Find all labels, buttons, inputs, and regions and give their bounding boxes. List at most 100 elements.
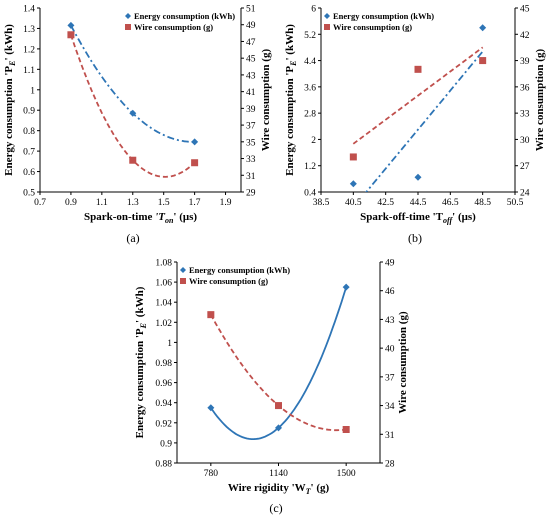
y2-axis-label: Wire consumption (g) xyxy=(397,311,409,414)
x-tick-label: 40.5 xyxy=(345,198,362,208)
y2-tick-label: 29 xyxy=(246,189,256,199)
y-tick-label: 0.5 xyxy=(23,189,35,199)
legend-wire-marker xyxy=(324,24,330,30)
y2-tick-label: 47 xyxy=(246,38,256,48)
x-axis-label: Spark-off-time 'Toff' (μs) xyxy=(360,211,476,225)
x-tick-label: 1.9 xyxy=(220,198,232,208)
y2-tick-label: 39 xyxy=(520,57,530,67)
x-tick-label: 44.5 xyxy=(410,198,427,208)
y2-tick-label: 31 xyxy=(385,431,395,441)
legend-wire-label: Wire consumption (g) xyxy=(134,22,213,32)
y-tick-label: 0.9 xyxy=(23,107,35,117)
y-tick-label: 3.6 xyxy=(304,83,316,93)
x-tick-label: 1.7 xyxy=(189,198,201,208)
x-tick-label: 38.5 xyxy=(313,198,330,208)
y-tick-label: 0.96 xyxy=(155,379,172,389)
energy-point xyxy=(129,109,137,117)
x-tick-label: 50.5 xyxy=(507,198,524,208)
legend-wire-label: Wire consumption (g) xyxy=(189,276,268,286)
y-axis-label: Energy consumption 'PE' (kWh) xyxy=(3,24,17,176)
wire-point xyxy=(342,426,350,433)
y2-tick-label: 51 xyxy=(246,5,256,15)
y2-tick-label: 33 xyxy=(246,155,256,165)
legend-wire-marker xyxy=(125,24,131,30)
y2-tick-label: 31 xyxy=(246,172,256,182)
y-tick-label: 1.1 xyxy=(23,66,35,76)
wire-point xyxy=(129,156,137,164)
y2-axis-label: Wire consumption (g) xyxy=(260,49,272,152)
x-tick-label: 0.9 xyxy=(65,198,77,208)
x-tick-label: 1140 xyxy=(269,469,288,479)
panel-label: (b) xyxy=(408,231,422,245)
y-tick-label: 1.2 xyxy=(23,45,35,55)
panel-b: 38.5 40.5 42.5 44.5 46.5 48.5 50.5 0.4 1.2 2 2.8 3.… xyxy=(284,5,546,246)
legend-energy-label: Energy consumption (kWh) xyxy=(134,11,235,21)
y2-tick-label: 28 xyxy=(385,460,395,470)
trendline-energy xyxy=(365,50,484,192)
y-tick-label: 1.3 xyxy=(23,25,35,35)
y-tick-label: 0.94 xyxy=(155,399,172,409)
energy-point xyxy=(342,283,350,291)
x-tick-label: 42.5 xyxy=(377,198,394,208)
wire-point xyxy=(191,159,199,167)
x-tick-label: 780 xyxy=(204,469,219,479)
y2-tick-label: 37 xyxy=(385,373,395,383)
y-tick-label: 1.02 xyxy=(155,319,172,329)
y-tick-label: 0.4 xyxy=(304,189,316,199)
y-tick-label: 4.4 xyxy=(304,57,316,67)
y-tick-label: 0.7 xyxy=(23,148,35,158)
y-tick-label: 5.2 xyxy=(304,31,316,41)
y-tick-label: 1 xyxy=(167,339,172,349)
y-tick-label: 1.08 xyxy=(155,259,172,269)
y-tick-label: 2.8 xyxy=(304,110,316,120)
y2-tick-label: 42 xyxy=(520,31,530,41)
energy-point xyxy=(191,138,199,146)
legend-wire-marker xyxy=(180,278,186,284)
x-tick-label: 0.7 xyxy=(34,198,46,208)
y2-tick-label: 40 xyxy=(385,345,395,355)
y2-tick-label: 43 xyxy=(246,71,256,81)
y2-tick-label: 45 xyxy=(246,55,256,65)
y2-tick-label: 49 xyxy=(246,21,256,31)
energy-point xyxy=(207,404,215,412)
x-tick-label: 46.5 xyxy=(442,198,459,208)
energy-point xyxy=(349,180,357,188)
y2-tick-label: 24 xyxy=(520,189,530,199)
energy-point xyxy=(414,173,422,181)
y-axis-label: Energy consumption 'PE' (kWh) xyxy=(284,24,298,176)
y2-tick-label: 46 xyxy=(385,287,395,297)
y2-tick-label: 39 xyxy=(246,105,256,115)
y-tick-label: 0.9 xyxy=(160,439,172,449)
legend-wire-label: Wire consumption (g) xyxy=(333,22,412,32)
x-tick-label: 1.5 xyxy=(158,198,170,208)
panel-label: (a) xyxy=(126,231,139,245)
y2-axis-label: Wire consumption (g) xyxy=(534,49,546,152)
legend-energy-marker xyxy=(324,13,330,19)
energy-point xyxy=(67,21,75,29)
wire-point xyxy=(479,57,487,65)
y2-tick-label: 45 xyxy=(520,5,530,15)
y2-tick-label: 27 xyxy=(520,162,530,172)
wire-point xyxy=(67,31,75,39)
y-tick-label: 2 xyxy=(311,136,316,146)
y2-tick-label: 35 xyxy=(246,138,256,148)
legend-energy-label: Energy consumption (kWh) xyxy=(189,265,290,275)
y-tick-label: 1.06 xyxy=(155,279,172,289)
trendline-energy xyxy=(210,286,348,440)
panel-a: 0.7 0.9 1.1 1.3 1.5 1.7 1.9 0.5 0.6 0.7 0.8 0.9 1 1.1… xyxy=(3,5,272,246)
x-tick-label: 1.1 xyxy=(96,198,108,208)
y-tick-label: 1.04 xyxy=(155,299,172,309)
wire-point xyxy=(207,311,215,319)
y2-tick-label: 37 xyxy=(246,122,256,132)
trendline-wire xyxy=(352,46,484,145)
y-tick-label: 1.4 xyxy=(23,5,35,15)
panel-c: 780 1140 1500 0.88 0.9 0.92 0.94 0.96 0.98 1 1.02 1… xyxy=(134,259,409,516)
x-tick-label: 1.3 xyxy=(127,198,139,208)
y-tick-label: 0.88 xyxy=(155,460,172,470)
wire-point xyxy=(414,65,422,73)
y-tick-label: 1 xyxy=(30,86,35,96)
legend-energy-marker xyxy=(125,13,131,19)
wire-point xyxy=(349,153,357,161)
energy-point xyxy=(479,24,487,32)
